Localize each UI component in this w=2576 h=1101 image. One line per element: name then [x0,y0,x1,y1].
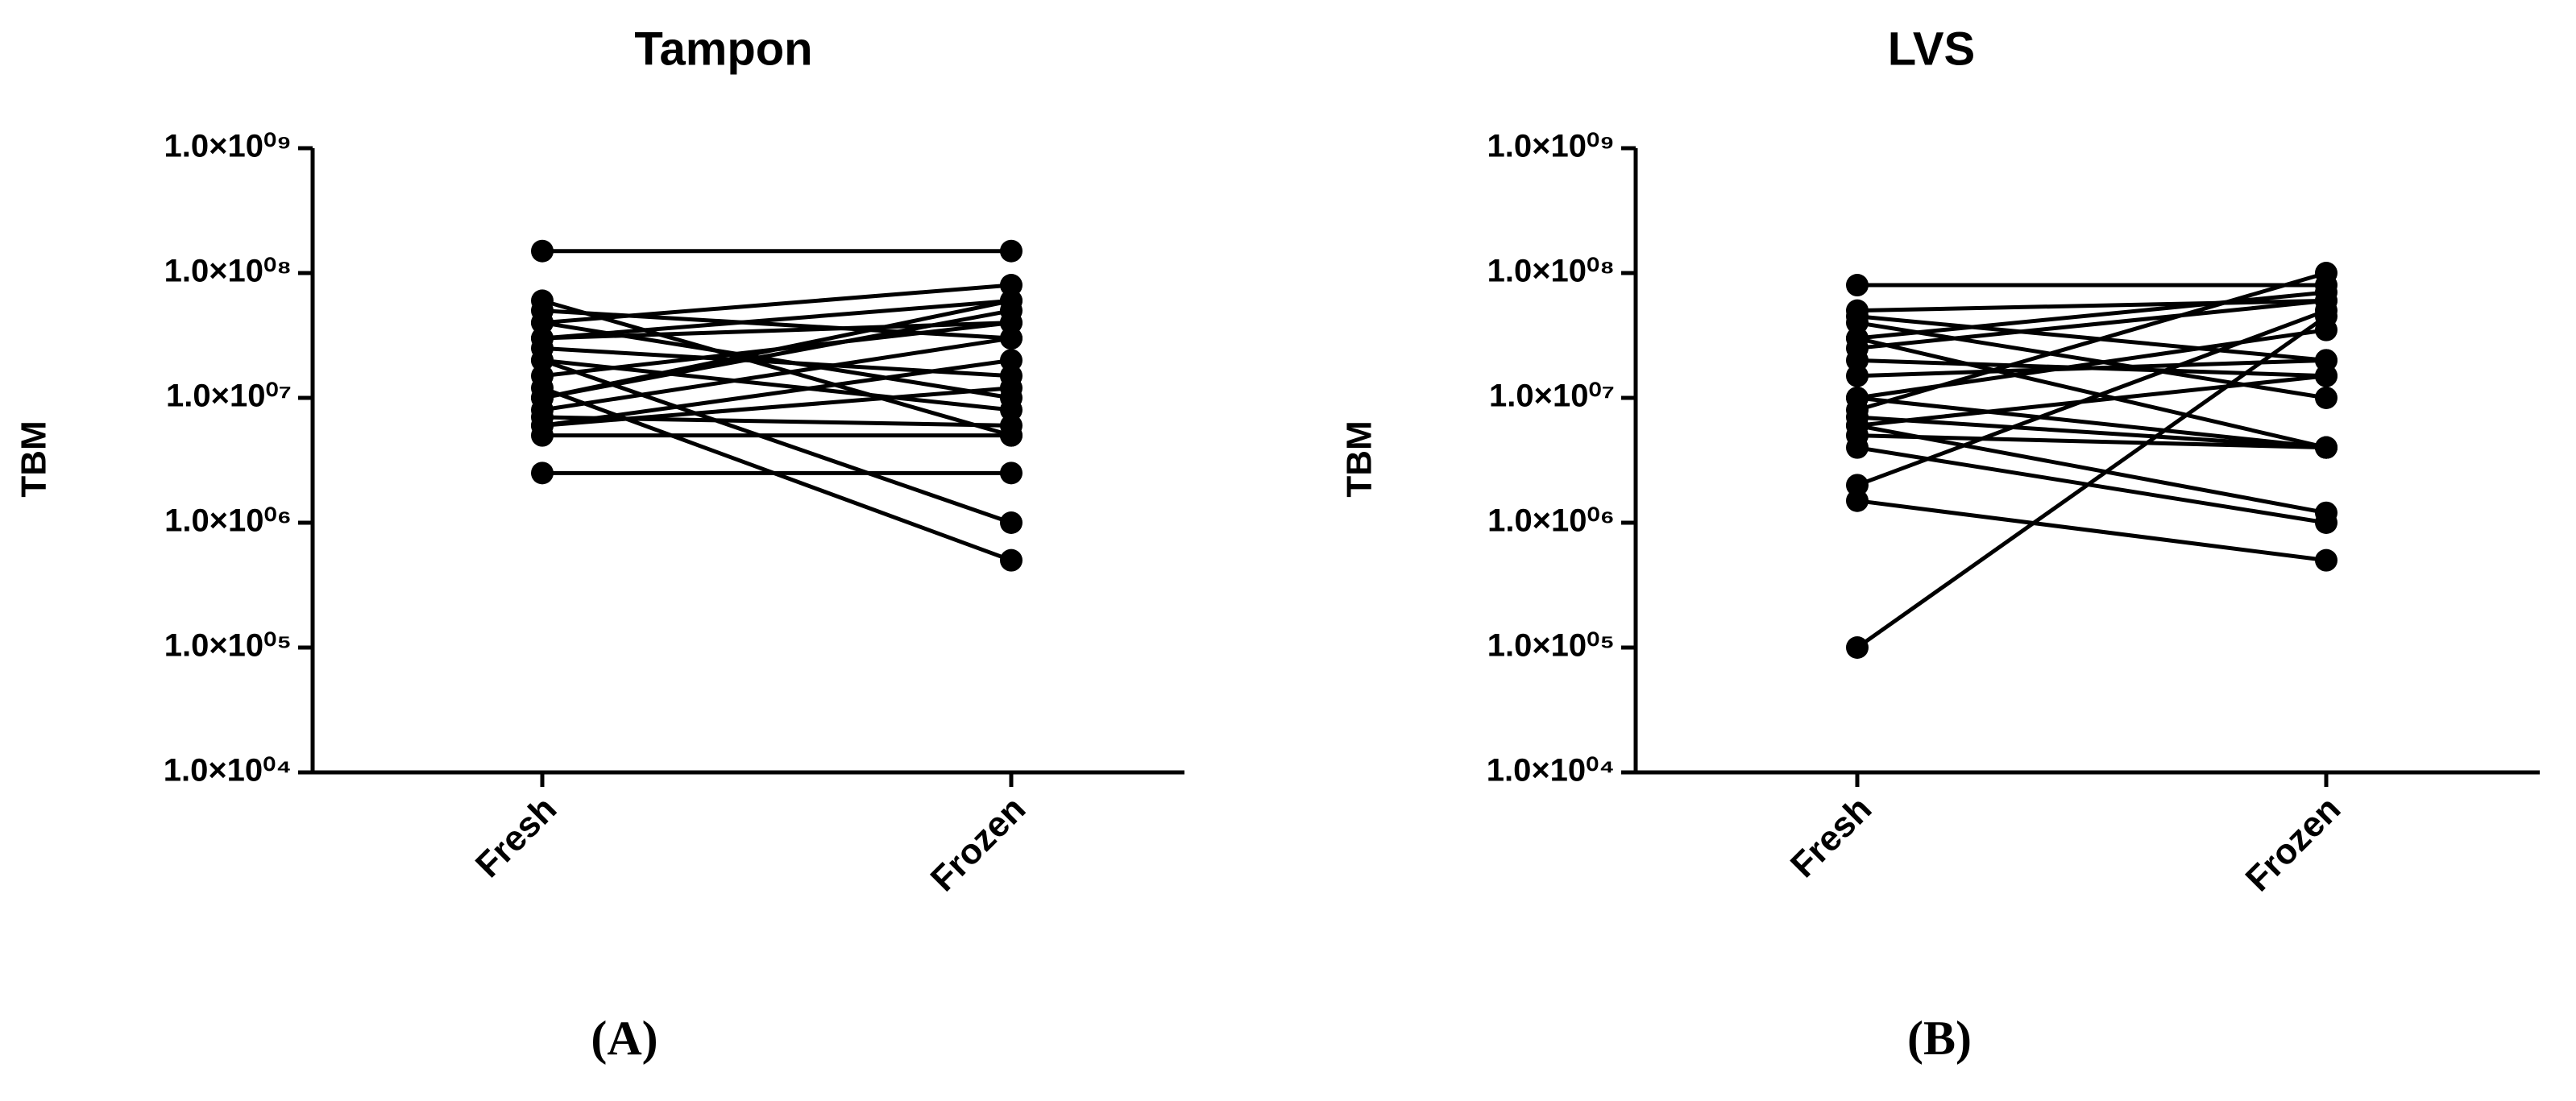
data-point [1846,474,1869,497]
pair-line [541,336,1012,412]
data-point [1000,239,1023,263]
data-point [1000,376,1023,399]
y-tick-label: 1.0×10⁰⁷ [1489,379,1615,414]
data-point [2315,436,2337,459]
data-point [1846,304,1869,328]
data-point [1000,424,1023,447]
y-axis-label: TBM [1340,420,1379,497]
data-point [1000,399,1023,422]
pair-line [1856,374,2327,428]
data-point [1000,311,1023,334]
data-point [2315,262,2337,284]
pair-line [1856,298,2327,350]
pair-line [1856,314,2327,362]
data-point [1000,274,1023,297]
data-point [1846,414,1869,437]
data-point [531,327,554,350]
pair-line [1856,433,2327,450]
pair-line [1856,336,2327,450]
pair-line [1856,395,2327,450]
data-point [1846,489,1869,512]
data-point [2315,318,2337,341]
data-point [2315,501,2337,524]
data-point [1000,327,1023,350]
data-point [2315,281,2337,304]
y-tick-label: 1.0×10⁰⁶ [164,503,292,539]
data-point [1000,289,1023,313]
pair-line [541,298,1012,438]
y-tick-label: 1.0×10⁰⁶ [1487,503,1615,539]
pair-line [541,358,1012,428]
pair-line [1856,423,2327,515]
data-point [1846,387,1869,409]
data-point [2315,364,2337,387]
y-tick-label: 1.0×10⁰⁸ [164,254,292,289]
data-point [531,239,554,263]
x-tick-label: Fresh [1783,789,1879,885]
pair-line [541,298,1012,400]
data-point [1000,462,1023,485]
pair-line [1856,290,2327,341]
data-point [1000,511,1023,534]
pair-line [1856,445,2327,525]
y-tick-label: 1.0×10⁰⁵ [1487,628,1615,664]
x-tick-label: Frozen [923,789,1034,900]
pair-line [541,321,1012,341]
pair-line [1856,358,2327,379]
y-tick-label: 1.0×10⁰⁹ [1487,129,1615,164]
y-tick-label: 1.0×10⁰⁴ [164,753,292,788]
chart-title: Tampon [634,23,812,75]
data-point [2315,349,2337,372]
data-point [2315,387,2337,409]
y-tick-label: 1.0×10⁰⁵ [164,628,292,664]
pair-line [541,358,1012,525]
data-point [2315,548,2337,572]
data-point [531,387,554,409]
y-axis-label: TBM [15,420,54,497]
pair-line [541,386,1012,428]
data-point [531,311,554,334]
data-point [531,462,554,485]
panel-label: (A) [591,1012,657,1065]
pair-line [541,298,1012,341]
pair-line [541,358,1012,412]
data-point [531,349,554,372]
pair-line [1856,314,2328,650]
y-tick-label: 1.0×10⁰⁴ [1487,753,1615,788]
panel-label: (B) [1907,1012,1972,1065]
data-point [1846,636,1869,659]
y-tick-label: 1.0×10⁰⁸ [1487,254,1615,289]
data-point [1846,364,1869,387]
data-point [1846,327,1869,350]
chart-title: LVS [1888,23,1976,75]
data-point [1846,274,1869,297]
pair-line [1856,298,2327,313]
y-tick-label: 1.0×10⁰⁷ [166,379,292,414]
data-point [1000,349,1023,372]
y-tick-label: 1.0×10⁰⁹ [164,129,292,164]
data-point [1000,548,1023,572]
data-point [531,414,554,437]
pair-line [1856,499,2327,563]
pair-line [541,283,1012,325]
pair-line [1856,328,2327,400]
x-tick-label: Frozen [2238,789,2349,900]
pair-line [1856,415,2327,450]
x-tick-label: Fresh [468,789,564,885]
